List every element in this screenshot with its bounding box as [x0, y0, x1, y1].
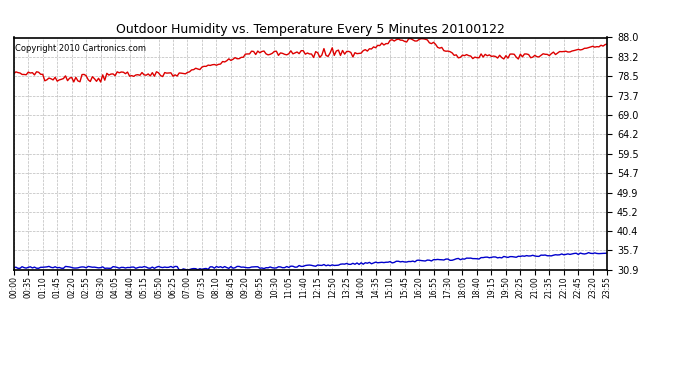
Text: Copyright 2010 Cartronics.com: Copyright 2010 Cartronics.com [15, 45, 146, 54]
Title: Outdoor Humidity vs. Temperature Every 5 Minutes 20100122: Outdoor Humidity vs. Temperature Every 5… [116, 23, 505, 36]
